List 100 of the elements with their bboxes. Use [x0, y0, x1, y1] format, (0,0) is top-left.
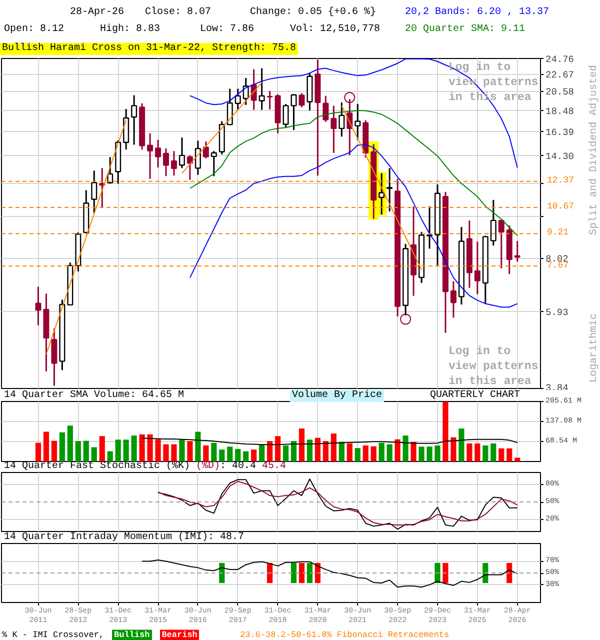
- candlestick: [490, 199, 496, 246]
- bar: [107, 451, 113, 462]
- bar: [346, 443, 352, 462]
- bar: [83, 440, 89, 462]
- text: QUARTERLY CHART: [430, 390, 520, 402]
- bar: [235, 448, 241, 462]
- candlestick: [298, 92, 305, 108]
- text: Open: 8.12: [4, 24, 64, 36]
- bar: [466, 443, 472, 462]
- candlestick: [51, 328, 58, 387]
- y-tick-label: 18.48: [546, 106, 574, 117]
- candlestick: [147, 132, 154, 180]
- bar: [402, 436, 408, 462]
- bar: [203, 445, 209, 462]
- bar: [322, 441, 328, 462]
- candlestick: [107, 156, 114, 184]
- bar: [75, 441, 81, 462]
- bar: [171, 444, 177, 462]
- annotation: Log in to view patterns in this area: [448, 345, 538, 388]
- bar: [386, 444, 392, 462]
- bar: [59, 432, 65, 462]
- ref-line-label: 10.67: [547, 202, 574, 213]
- text: Logarithmic: [588, 314, 600, 384]
- bar: [195, 432, 201, 462]
- candlestick: [155, 139, 162, 168]
- line-series: [142, 560, 518, 588]
- candlestick: [131, 94, 138, 146]
- text: High: 8.83: [100, 24, 160, 36]
- y-tick-label: 14.30: [546, 151, 574, 162]
- bar: [394, 439, 400, 462]
- bar: [450, 437, 456, 462]
- bar: [314, 438, 321, 462]
- candlestick: [514, 240, 520, 262]
- bar: [282, 445, 289, 462]
- bar: [155, 439, 161, 462]
- y-tick-label: 22.67: [546, 70, 574, 81]
- candlestick: [498, 220, 504, 270]
- bar: [306, 440, 313, 462]
- text: Vol: 12,510,778: [290, 24, 380, 36]
- text: Close: 8.07: [145, 7, 212, 19]
- candlestick: [266, 90, 273, 110]
- bar: [274, 436, 281, 462]
- bar: [99, 436, 105, 462]
- candlestick: [258, 68, 265, 111]
- candlestick: [386, 167, 393, 212]
- bar: [298, 428, 305, 462]
- chart-title: 14 Quarter Intraday Momentum (IMI): 48.7: [4, 532, 244, 544]
- bar: [378, 442, 384, 462]
- candlestick: [474, 240, 480, 295]
- candlestick: [202, 140, 209, 160]
- text: Change: 0.05 {+0.6 %}: [250, 7, 376, 19]
- bar: [147, 434, 153, 462]
- bar: [251, 450, 257, 462]
- annotation: 45.4: [262, 461, 286, 473]
- bar: [43, 432, 50, 462]
- bar: [370, 446, 376, 462]
- y-tick-label: 16.39: [546, 127, 574, 138]
- candlestick: [194, 140, 201, 176]
- ref-line-label: 7.67: [547, 260, 569, 271]
- bar: [123, 440, 129, 462]
- bar: [498, 448, 504, 462]
- text: Volume By Price: [290, 390, 384, 402]
- bar: [506, 448, 512, 462]
- bar: [179, 440, 185, 462]
- candlestick: [163, 148, 169, 177]
- bar: [482, 445, 488, 462]
- candlestick: [330, 104, 337, 154]
- candlestick: [282, 103, 289, 129]
- bar: [115, 440, 121, 462]
- bar: [35, 442, 42, 462]
- candlestick: [210, 150, 217, 177]
- bar: [338, 442, 344, 462]
- bar: [418, 446, 424, 462]
- y-tick-label: 20.58: [546, 86, 574, 98]
- candlestick: [226, 88, 233, 126]
- bar: [211, 442, 217, 462]
- y-tick-label: 24.76: [546, 54, 574, 65]
- candlestick: [91, 170, 98, 214]
- bar: [290, 441, 297, 462]
- y-tick-label: 5.93: [546, 307, 569, 318]
- ref-line-label: 9.21: [547, 228, 569, 239]
- text: Low: 7.86: [200, 24, 254, 36]
- bar: [67, 426, 73, 462]
- candlestick: [322, 95, 329, 123]
- candlestick: [234, 88, 241, 110]
- candlestick: [354, 103, 361, 141]
- chart-title: Bullish Harami Cross on 31-Mar-22, Strength: 75.8: [0, 43, 298, 55]
- bar: [227, 446, 233, 462]
- bar: [219, 450, 225, 462]
- text: 20 Quarter SMA: 9.11: [405, 24, 526, 36]
- bar: [410, 442, 416, 462]
- bar: [330, 433, 336, 462]
- line-series: [189, 144, 518, 308]
- text: 23.6-38.2-50-61.8% Fibonacci Retracements: [240, 630, 450, 640]
- bar: [354, 448, 360, 462]
- candlestick: [290, 94, 297, 131]
- text: 28-Apr-26: [70, 7, 124, 19]
- y-axis-title: Split and Dividend Adjusted: [588, 65, 600, 236]
- candlestick: [35, 286, 42, 326]
- text: Bullish: [112, 630, 152, 640]
